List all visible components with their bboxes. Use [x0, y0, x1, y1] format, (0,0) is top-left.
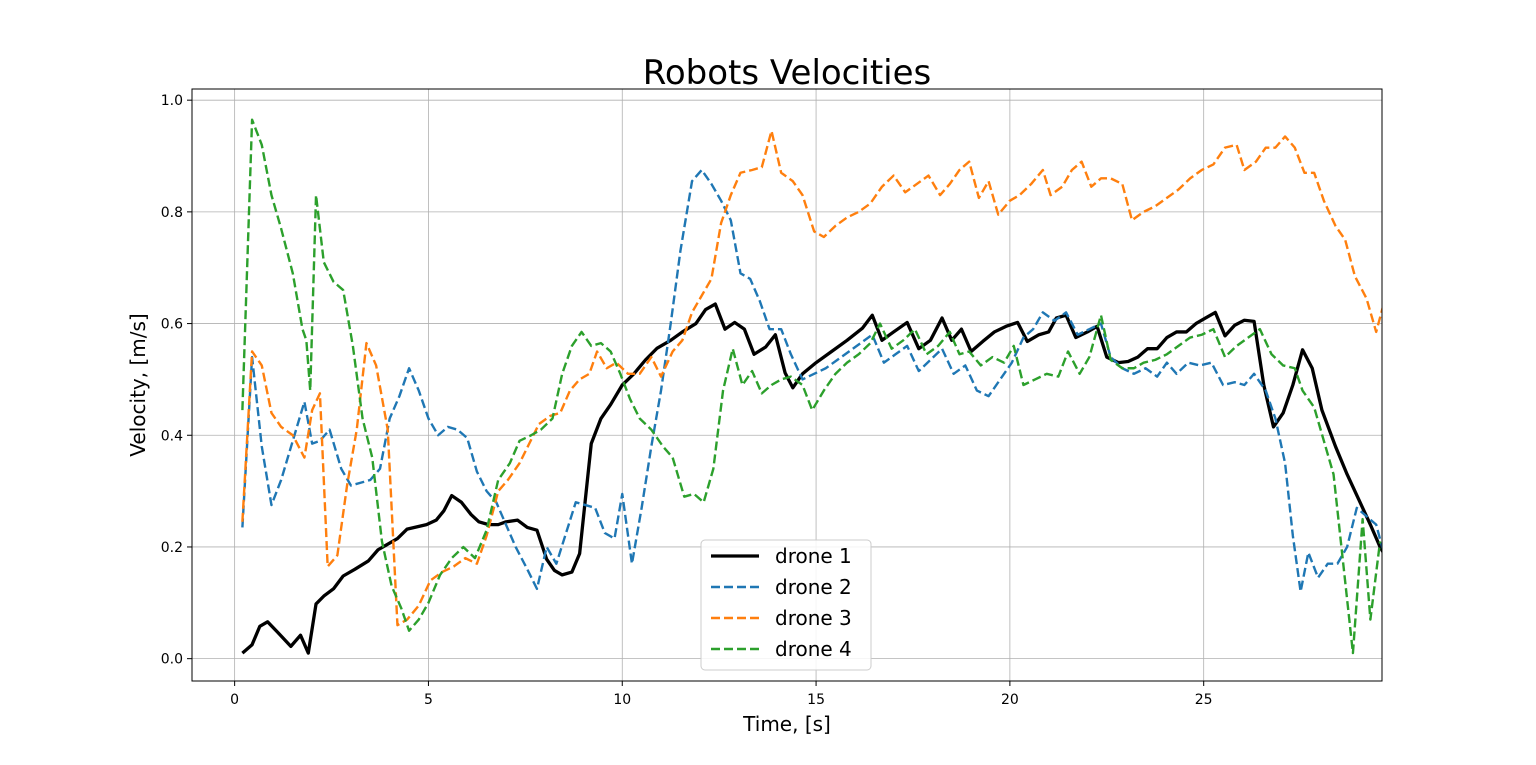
x-axis-label: Time, [s] [742, 712, 831, 736]
x-tick-label: 20 [1001, 692, 1019, 708]
plot-area-frame [191, 88, 1383, 682]
tick-layer: 0 5 10 15 20 25 0.0 0.2 0.4 0.6 0.8 1.0 [161, 93, 1213, 708]
y-tick-label: 0.2 [161, 540, 183, 556]
legend-label-drone-2: drone 2 [775, 575, 852, 599]
y-axis-label: Velocity, [m/s] [126, 313, 150, 456]
x-tick-label: 0 [230, 692, 239, 708]
y-tick-label: 0.4 [161, 428, 183, 444]
legend-label-drone-4: drone 4 [775, 637, 852, 661]
legend-label-drone-1: drone 1 [775, 544, 852, 568]
series-line-drone-1 [241, 302, 1382, 655]
x-tick-label: 15 [807, 692, 825, 708]
legend-box [700, 539, 872, 671]
series-line-drone-2 [241, 168, 1382, 593]
y-tick-label: 0.6 [161, 317, 183, 333]
chart-title: Robots Velocities [643, 53, 931, 93]
y-tick-label: 1.0 [161, 93, 183, 109]
legend[interactable]: drone 1 drone 2 drone 3 drone 4 [700, 539, 872, 671]
series-line-drone-4 [241, 118, 1382, 655]
x-tick-label: 5 [424, 692, 433, 708]
series-line-drone-3 [241, 129, 1382, 627]
y-tick-label: 0.0 [161, 652, 183, 668]
series-layer [241, 118, 1382, 655]
x-tick-label: 10 [613, 692, 631, 708]
legend-label-drone-3: drone 3 [775, 606, 852, 630]
x-tick-label: 25 [1195, 692, 1213, 708]
y-tick-label: 0.8 [161, 205, 183, 221]
